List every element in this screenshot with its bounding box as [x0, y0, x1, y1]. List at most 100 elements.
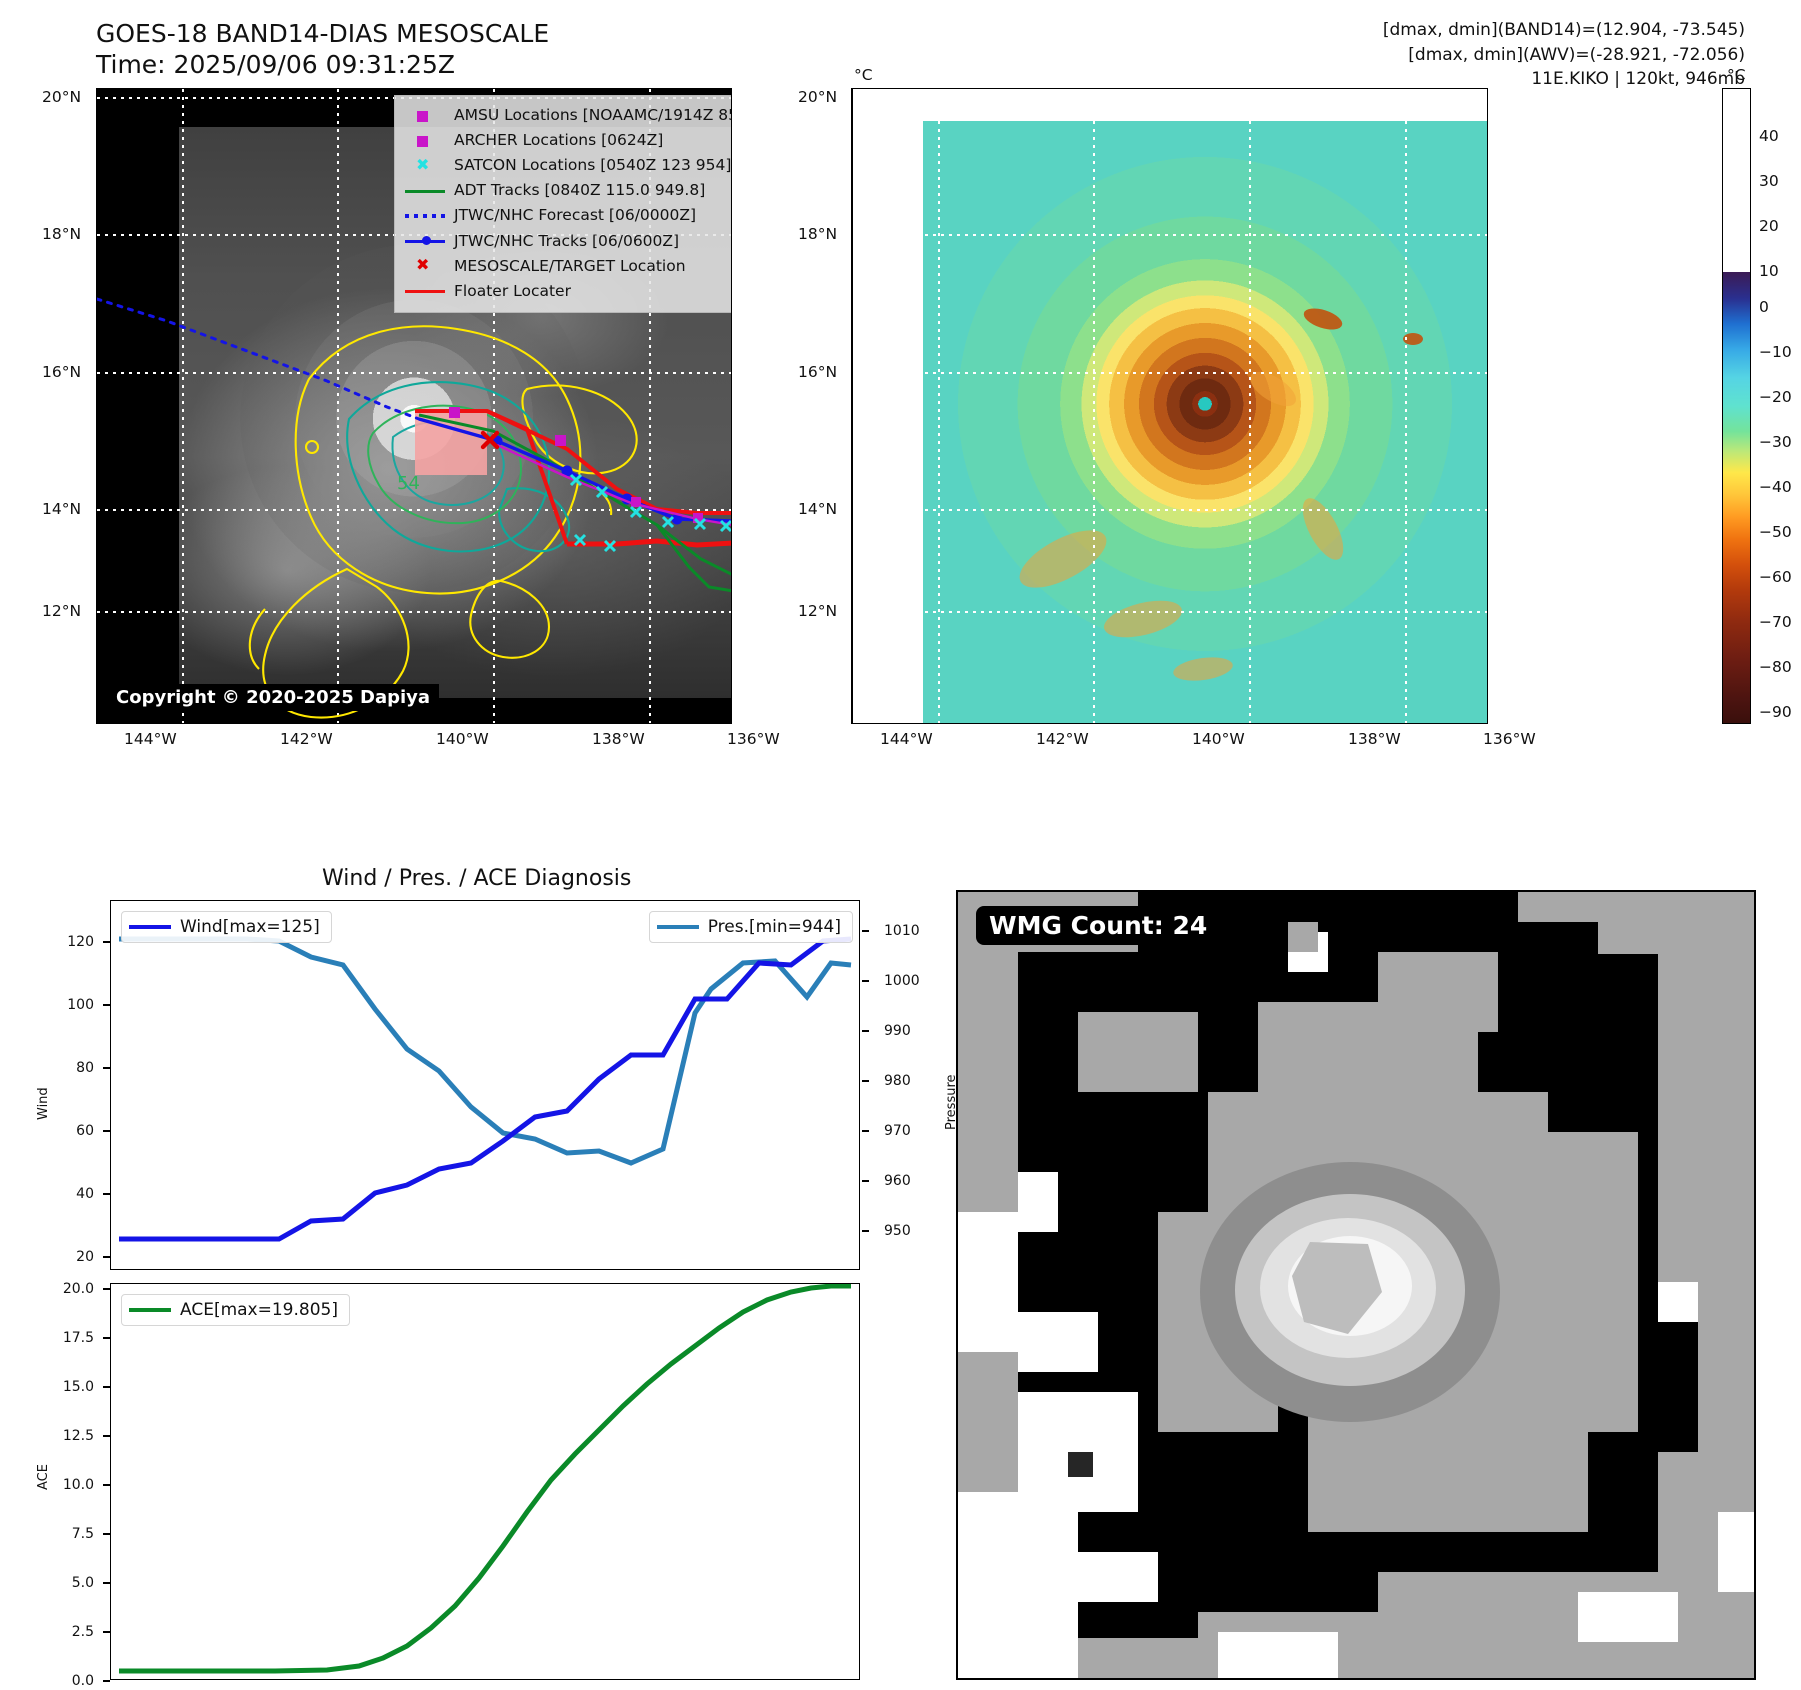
- legend-item-amsu: AMSU Locations [NOAAMC/1914Z 85 972]: [405, 103, 731, 128]
- bd-enhanced-image[interactable]: [852, 88, 1488, 724]
- square-marker-icon: [405, 109, 445, 123]
- bd-overlay-svg: [1019, 308, 1423, 681]
- bd-colorbar-tick: −20: [1759, 388, 1792, 406]
- pressure-legend-label: Pres.[min=944]: [707, 917, 841, 937]
- ace-ytick: 0.0: [71, 1673, 94, 1689]
- bd-no-data-left: [853, 89, 923, 723]
- bd-gridline-h: [853, 611, 1487, 613]
- bd-xtick: 142°W: [1036, 730, 1089, 748]
- ace-ytick: 7.5: [71, 1526, 94, 1542]
- bd-colorbar-tick: −60: [1759, 568, 1792, 586]
- wind-ytick: 100: [67, 997, 94, 1013]
- legend-item-floater: Floater Locater: [405, 279, 731, 304]
- bd-gridline-v: [1405, 89, 1407, 723]
- ace-ytick: 15.0: [62, 1379, 94, 1395]
- wind-legend[interactable]: Wind[max=125]: [121, 911, 332, 943]
- ace-tickmark: [103, 1484, 110, 1486]
- bd-colorbar-unit: °C: [1727, 66, 1746, 84]
- ir-contour-label: 54: [397, 473, 420, 494]
- bd-ytick: 20°N: [798, 88, 838, 106]
- bd-ytick: 14°N: [798, 500, 838, 518]
- legend-label: SATCON Locations [0540Z 123 954]: [454, 156, 732, 175]
- pressure-legend[interactable]: Pres.[min=944]: [648, 911, 853, 943]
- legend-label: JTWC/NHC Forecast [06/0000Z]: [454, 206, 697, 225]
- pressure-series: [119, 936, 852, 1166]
- pressure-tickmark: [862, 1080, 869, 1082]
- pressure-ytick: 1010: [884, 923, 920, 939]
- ir-overlay-svg: 54: [97, 297, 731, 719]
- bd-ytick: 18°N: [798, 225, 838, 243]
- bd-satellite-imagery: [922, 120, 1487, 723]
- wind-tickmark: [103, 1193, 110, 1195]
- ir-ytick: 16°N: [42, 363, 82, 381]
- ace-ytick: 10.0: [62, 1477, 94, 1493]
- bd-colorbar-tick: 20: [1759, 217, 1779, 235]
- bd-xtick: 136°W: [1483, 730, 1536, 748]
- ir-gridline-v: [182, 89, 184, 723]
- ace-ytick: 2.5: [71, 1624, 94, 1640]
- bd-colorbar-tick: 30: [1759, 172, 1779, 190]
- x-marker-icon: ✖: [416, 154, 430, 174]
- wind-ytick: 60: [76, 1123, 94, 1139]
- wind-series: [119, 936, 852, 1242]
- bd-gridline-v: [938, 89, 940, 723]
- ir-xtick: 142°W: [280, 730, 333, 748]
- ir-ytick: 12°N: [42, 602, 82, 620]
- ace-ytick: 20.0: [62, 1281, 94, 1297]
- bd-colorbar-tick: 40: [1759, 127, 1779, 145]
- wind-ytick: 120: [67, 934, 94, 950]
- bd-colorbar-tick: −70: [1759, 613, 1792, 631]
- wmg-count-badge: WMG Count: 24: [976, 906, 1221, 945]
- pressure-tickmark: [862, 1230, 869, 1232]
- pressure-ytick: 960: [884, 1173, 911, 1189]
- ir-gridline-h: [97, 372, 731, 374]
- wind-ytick: 20: [76, 1249, 94, 1265]
- wind-pressure-chart[interactable]: Wind[max=125] Pres.[min=944]: [110, 900, 860, 1270]
- wind-ytick: 80: [76, 1060, 94, 1076]
- wind-ytick: 40: [76, 1186, 94, 1202]
- bd-ytick: 12°N: [798, 602, 838, 620]
- legend-label: ADT Tracks [0840Z 115.0 949.8]: [454, 181, 706, 200]
- ir-no-data-left: [97, 89, 180, 723]
- legend-label: Floater Locater: [454, 281, 571, 300]
- solid-line-icon: [405, 284, 445, 298]
- legend-item-adt: ADT Tracks [0840Z 115.0 949.8]: [405, 178, 731, 203]
- pressure-ytick: 990: [884, 1023, 911, 1039]
- ir-mesoscale-image[interactable]: 54 AMSU Locations [NOAAMC/1914Z 85 972] …: [96, 88, 732, 724]
- ir-gridline-v: [337, 89, 339, 723]
- pressure-tickmark: [862, 980, 869, 982]
- bd-xtick: 140°W: [1192, 730, 1245, 748]
- ir-ytick: 20°N: [42, 88, 82, 106]
- pressure-ytick: 1000: [884, 973, 920, 989]
- ir-gridline-v: [649, 89, 651, 723]
- ace-tickmark: [103, 1631, 110, 1633]
- legend-label: ARCHER Locations [0624Z]: [454, 131, 664, 150]
- ir-ytick: 18°N: [42, 225, 82, 243]
- legend-label: AMSU Locations [NOAAMC/1914Z 85 972]: [454, 106, 731, 124]
- ace-legend-label: ACE[max=19.805]: [180, 1300, 338, 1320]
- ir-xtick: 136°W: [727, 730, 780, 748]
- bd-colorbar-tick: −40: [1759, 478, 1792, 496]
- bd-ytick: 16°N: [798, 363, 838, 381]
- pressure-tickmark: [862, 1180, 869, 1182]
- ace-tickmark: [103, 1435, 110, 1437]
- bd-gridline-h: [853, 234, 1487, 236]
- square-marker-icon: [405, 134, 445, 148]
- ace-legend[interactable]: ACE[max=19.805]: [121, 1294, 350, 1326]
- ace-tickmark: [103, 1533, 110, 1535]
- ace-tickmark: [103, 1386, 110, 1388]
- solid-line-icon: [405, 184, 445, 198]
- wind-tickmark: [103, 1004, 110, 1006]
- wind-tickmark: [103, 1130, 110, 1132]
- ace-ytick: 17.5: [62, 1330, 94, 1346]
- ace-series: [119, 1283, 851, 1674]
- ir-gridline-h: [97, 509, 731, 511]
- legend-label: JTWC/NHC Tracks [06/0600Z]: [454, 231, 680, 250]
- legend-item-satcon: ✖ SATCON Locations [0540Z 123 954]: [405, 153, 732, 178]
- ace-chart[interactable]: ACE[max=19.805]: [110, 1283, 860, 1680]
- ir-gridline-v: [493, 89, 495, 723]
- bd-colorbar-tick: −90: [1759, 703, 1792, 721]
- bd-xtick: 144°W: [880, 730, 933, 748]
- wmg-image[interactable]: WMG Count: 24: [956, 890, 1756, 1680]
